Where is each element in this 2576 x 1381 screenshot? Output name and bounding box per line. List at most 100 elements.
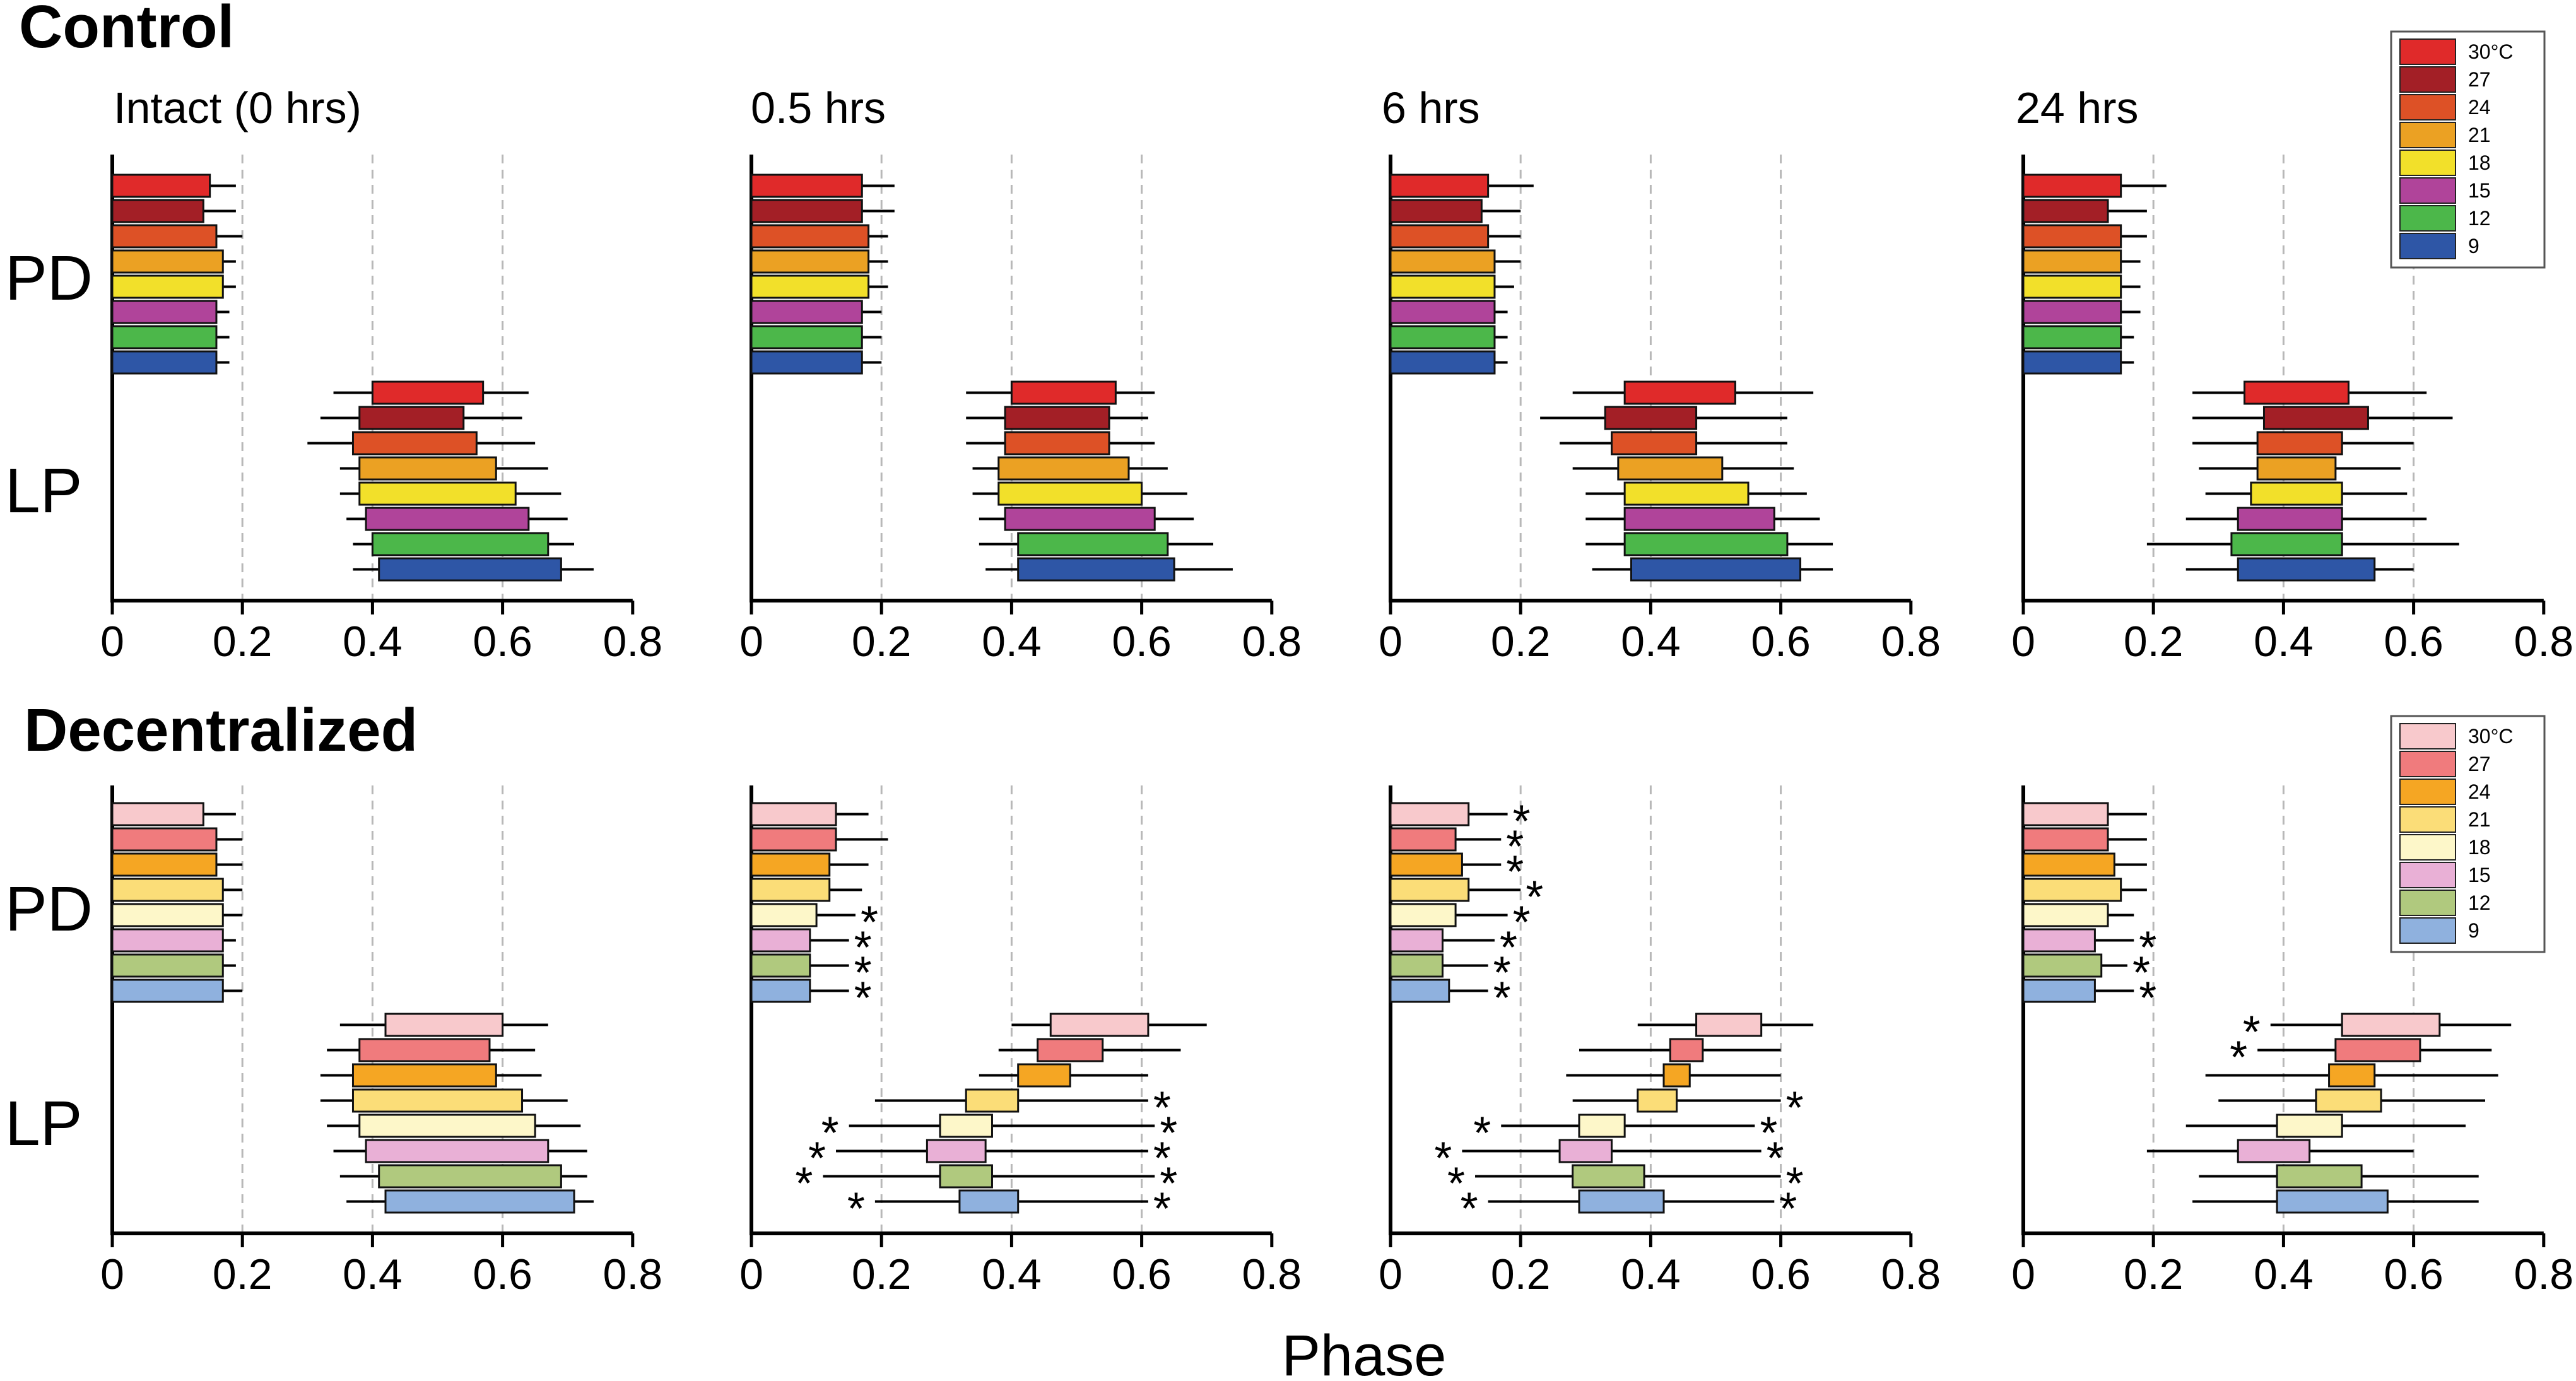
legend-swatch bbox=[2399, 177, 2456, 204]
pd-bar bbox=[2022, 325, 2122, 350]
panel-title-6hrs: 6 hrs bbox=[1382, 83, 1480, 132]
pd-bar bbox=[111, 878, 224, 902]
panel-control-2: 0 0.2 0.4 0.6 0.8 bbox=[739, 155, 1302, 666]
pd-bar bbox=[1389, 827, 1457, 852]
pd-bar bbox=[750, 300, 863, 324]
significance-star: * bbox=[1160, 1159, 1177, 1209]
row-label-pd-decentralized: PD bbox=[5, 874, 93, 944]
x-tick-label: 0.6 bbox=[473, 618, 532, 666]
x-tick-label: 0.6 bbox=[1112, 618, 1172, 666]
lp-bar bbox=[351, 1063, 497, 1088]
x-tick-label: 0 bbox=[739, 1250, 763, 1298]
significance-star: * bbox=[847, 1184, 865, 1235]
x-tick-label: 0.8 bbox=[603, 618, 663, 666]
legend-decentralized: 30°C 27 24 21 18 15 12 9 bbox=[2390, 715, 2546, 953]
lp-bar bbox=[2276, 1189, 2389, 1214]
lp-bar bbox=[2237, 557, 2376, 582]
lp-bar bbox=[958, 1189, 1020, 1214]
significance-star: * bbox=[808, 1134, 826, 1184]
pd-bar bbox=[1389, 953, 1444, 978]
lp-bar bbox=[2334, 1038, 2421, 1062]
significance-star: * bbox=[1153, 1184, 1171, 1235]
pd-bar bbox=[2022, 928, 2096, 953]
lp-bar bbox=[371, 380, 485, 405]
legend-label: 27 bbox=[2468, 753, 2491, 775]
lp-bar bbox=[2237, 507, 2343, 531]
lp-bar bbox=[378, 557, 562, 582]
significance-star: * bbox=[1500, 923, 1517, 973]
significance-star: * bbox=[854, 973, 872, 1024]
pd-bar bbox=[111, 199, 204, 223]
significance-star: * bbox=[1493, 948, 1511, 999]
lp-bar bbox=[1623, 507, 1775, 531]
x-tick-label: 0.2 bbox=[852, 1250, 912, 1298]
pd-bar bbox=[1389, 350, 1496, 375]
lp-bar bbox=[1623, 532, 1789, 556]
significance-star: * bbox=[821, 1108, 839, 1159]
pd-bar bbox=[1389, 325, 1496, 350]
legends-layer: 30°C 27 24 21 18 15 12 9 30°C 27 24 21 18 15 12 9 bbox=[2390, 30, 2546, 953]
lp-bar bbox=[358, 481, 517, 506]
x-tick-label: 0.2 bbox=[852, 618, 912, 666]
x-tick-label: 0 bbox=[2011, 1250, 2035, 1298]
pd-bar bbox=[750, 173, 863, 198]
legend-label: 21 bbox=[2468, 124, 2491, 146]
legend-swatch bbox=[2399, 806, 2456, 833]
lp-bar bbox=[365, 507, 530, 531]
lp-bar bbox=[384, 1013, 504, 1037]
legend-label: 30°C bbox=[2468, 40, 2514, 63]
pd-bar bbox=[1389, 878, 1470, 902]
lp-bar bbox=[358, 456, 497, 481]
pd-bar bbox=[750, 878, 831, 902]
panel-title-0-5hrs: 0.5 hrs bbox=[751, 83, 886, 132]
significance-star: * bbox=[854, 948, 872, 999]
pd-bar bbox=[750, 978, 811, 1003]
x-tick-label: 0 bbox=[2011, 618, 2035, 666]
x-tick-label: 0.4 bbox=[343, 1250, 403, 1298]
x-tick-label: 0.4 bbox=[343, 618, 403, 666]
legend-label: 24 bbox=[2468, 780, 2491, 803]
legend-label: 15 bbox=[2468, 179, 2491, 202]
legend-swatch bbox=[2399, 834, 2456, 861]
pd-bar bbox=[2022, 827, 2109, 852]
lp-bar bbox=[365, 1139, 550, 1163]
lp-bar bbox=[1695, 1013, 1763, 1037]
lp-bar bbox=[1558, 1139, 1613, 1163]
lp-bar bbox=[1004, 431, 1110, 455]
legend-label: 9 bbox=[2468, 235, 2479, 257]
lp-bar bbox=[939, 1164, 993, 1189]
pd-bar bbox=[750, 928, 811, 953]
pd-bar bbox=[2022, 878, 2122, 902]
legend-swatch bbox=[2399, 38, 2456, 65]
pd-bar bbox=[750, 852, 831, 877]
pd-bar bbox=[2022, 852, 2115, 877]
pd-bar bbox=[1389, 903, 1457, 927]
pd-bar bbox=[2022, 249, 2122, 274]
significance-star: * bbox=[2139, 923, 2156, 973]
legend-label: 9 bbox=[2468, 919, 2479, 942]
x-tick-label: 0 bbox=[739, 618, 763, 666]
pd-bar bbox=[1389, 224, 1490, 249]
legend-swatch bbox=[2399, 917, 2456, 944]
lp-bar bbox=[939, 1114, 993, 1138]
legend-swatch bbox=[2399, 751, 2456, 777]
pd-bar bbox=[2022, 224, 2122, 249]
row-label-lp-decentralized: LP bbox=[5, 1088, 82, 1159]
pd-bar bbox=[111, 928, 224, 953]
lp-bar bbox=[384, 1189, 575, 1214]
legend-label: 18 bbox=[2468, 836, 2491, 859]
pd-bar bbox=[111, 224, 218, 249]
significance-star: * bbox=[2139, 973, 2156, 1024]
significance-star: * bbox=[1493, 973, 1511, 1024]
legend-label: 18 bbox=[2468, 151, 2491, 174]
significance-star: * bbox=[1786, 1159, 1804, 1209]
lp-bar bbox=[1572, 1164, 1645, 1189]
pd-bar bbox=[750, 325, 863, 350]
legend-swatch bbox=[2399, 779, 2456, 805]
lp-bar bbox=[1611, 431, 1698, 455]
row-label-lp-control: LP bbox=[5, 455, 82, 526]
legend-swatch bbox=[2399, 94, 2456, 120]
legend-label: 21 bbox=[2468, 808, 2491, 831]
x-tick-label: 0.2 bbox=[2124, 618, 2184, 666]
lp-bar bbox=[351, 431, 478, 455]
